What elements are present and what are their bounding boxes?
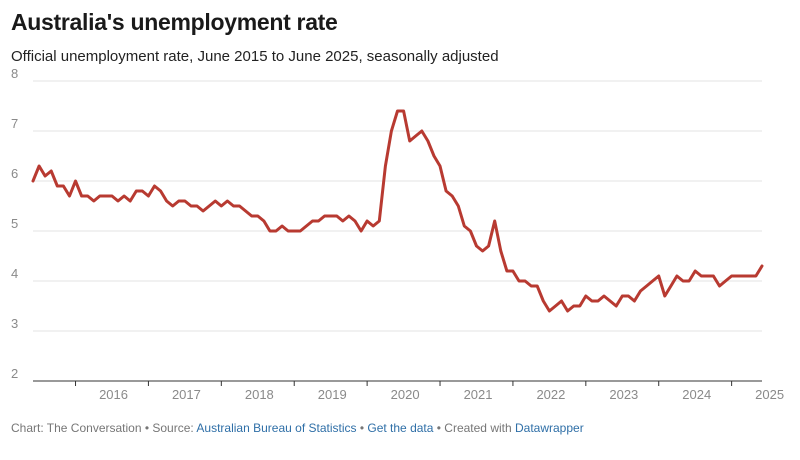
x-tick-label: 2022 bbox=[536, 387, 565, 402]
y-tick-label: 7 bbox=[11, 116, 18, 131]
x-tick-label: 2023 bbox=[609, 387, 638, 402]
y-axis-ticks: 2 3 4 5 6 7 8 bbox=[11, 66, 18, 381]
get-data-link[interactable]: Get the data bbox=[367, 421, 434, 435]
x-tick-label: 2018 bbox=[245, 387, 274, 402]
y-tick-label: 4 bbox=[11, 266, 18, 281]
y-tick-label: 2 bbox=[11, 366, 18, 381]
footer-created-with: • Created with bbox=[433, 421, 515, 435]
x-tick-label: 2025 bbox=[755, 387, 784, 402]
x-tick-label: 2017 bbox=[172, 387, 201, 402]
source-link[interactable]: Australian Bureau of Statistics bbox=[196, 421, 357, 435]
y-tick-label: 3 bbox=[11, 316, 18, 331]
gridlines bbox=[33, 80, 762, 332]
x-tick-label: 2024 bbox=[682, 387, 711, 402]
x-tick-label: 2016 bbox=[99, 387, 128, 402]
chart-title: Australia's unemployment rate bbox=[11, 9, 338, 35]
footer-separator: • bbox=[356, 421, 368, 435]
datawrapper-link[interactable]: Datawrapper bbox=[515, 421, 584, 435]
x-tick-label: 2019 bbox=[318, 387, 347, 402]
x-tick-label: 2021 bbox=[464, 387, 493, 402]
y-tick-label: 5 bbox=[11, 216, 18, 231]
chart-footer: Chart: The Conversation • Source: Austra… bbox=[11, 421, 584, 435]
footer-credit: Chart: The Conversation • Source: bbox=[11, 421, 197, 435]
y-tick-label: 6 bbox=[11, 166, 18, 181]
series-line-unemployment-rate bbox=[31, 109, 764, 313]
x-tick-label: 2020 bbox=[391, 387, 420, 402]
line-chart: 2 3 4 5 6 7 8 2016 2017 2018 2019 2020 2021 2022 2023… bbox=[11, 66, 784, 402]
chart-subtitle: Official unemployment rate, June 2015 to… bbox=[11, 48, 499, 65]
y-tick-label: 8 bbox=[11, 66, 18, 81]
x-axis-ticks: 2016 2017 2018 2019 2020 2021 2022 2023 2024 2025 bbox=[75, 381, 784, 402]
